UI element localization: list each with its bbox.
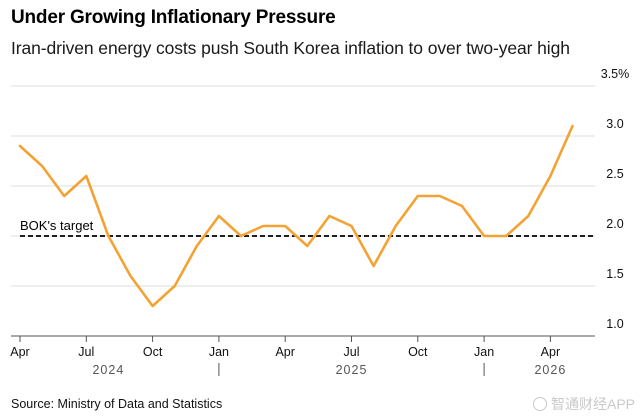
reference-line-label: BOK's target <box>20 218 94 233</box>
year-label: 2024 <box>92 363 124 377</box>
y-tick-label: 2.0 <box>606 217 623 231</box>
series-line <box>18 124 574 308</box>
x-tick-label: Jan <box>209 345 229 359</box>
y-tick-label: 1.5 <box>606 267 623 281</box>
y-tick-label: 1.0 <box>606 317 623 331</box>
source-note: Source: Ministry of Data and Statistics <box>11 397 223 411</box>
x-tick-label: Apr <box>10 345 29 359</box>
year-label: 2026 <box>534 363 566 377</box>
chart-subtitle: Iran-driven energy costs push South Kore… <box>11 38 570 58</box>
y-tick-label: 3.5% <box>601 67 630 81</box>
x-tick-label: Jul <box>344 345 360 359</box>
watermark: 智通财经APP <box>532 394 635 414</box>
watermark-logo-icon <box>532 397 547 411</box>
x-tick-label: Oct <box>408 345 428 359</box>
y-tick-label: 3.0 <box>606 117 623 131</box>
y-tick-label: 2.5 <box>606 167 623 181</box>
x-tick-label: Apr <box>541 345 560 359</box>
x-tick-label: Apr <box>275 345 294 359</box>
line-chart: 1.0 1.5 2.0 2.5 3.0 3.5% BOK's target Apr Jul Oct… <box>10 67 630 377</box>
chart-title: Under Growing Inflationary Pressure <box>11 7 336 28</box>
x-tick-label: Jul <box>78 345 94 359</box>
x-tick-label: Oct <box>143 345 163 359</box>
watermark-text: 智通财经APP <box>550 396 635 412</box>
year-label: 2025 <box>336 363 368 377</box>
x-tick-label: Jan <box>474 345 494 359</box>
